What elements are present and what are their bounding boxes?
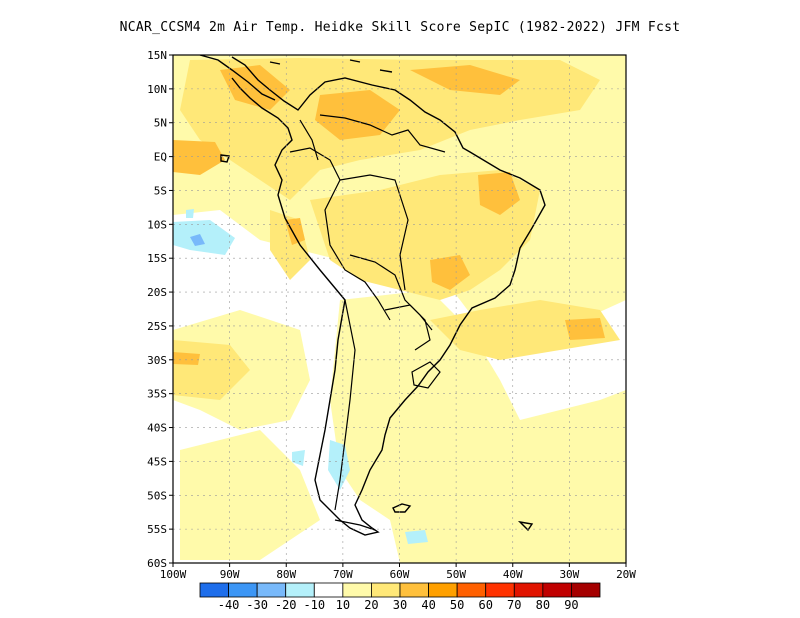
shade-neg-chile	[292, 450, 305, 466]
colorbar-swatch	[513, 582, 544, 598]
caribbean-islands	[269, 59, 393, 73]
colorbar-label: -20	[275, 598, 297, 612]
lat-tick-label: 30S	[147, 354, 167, 367]
colorbar-label: 10	[336, 598, 350, 612]
colorbar-label: 50	[450, 598, 464, 612]
colorbar-swatch	[371, 582, 401, 598]
lon-tick-label: 90W	[220, 568, 240, 581]
shade-10-20-east	[540, 190, 626, 270]
border-paraguay	[384, 304, 431, 351]
lat-tick-label: 55S	[147, 523, 167, 536]
border-uruguay	[411, 361, 441, 389]
gridlines	[173, 55, 626, 563]
shade-30-40-centralbrazil	[430, 255, 470, 290]
colorbar-swatch	[256, 582, 287, 598]
colorbar-swatch	[342, 582, 372, 598]
shade-neg-patagonia	[328, 440, 350, 490]
colorbar-label: 30	[393, 598, 407, 612]
map-title: NCAR_CCSM4 2m Air Temp. Heidke Skill Sco…	[119, 20, 681, 35]
border-andes	[289, 147, 391, 321]
colorbar-swatch	[485, 582, 515, 598]
lat-tick-label: 35S	[147, 388, 167, 401]
lon-tick-label: 30W	[559, 568, 579, 581]
lat-tick-label: 20S	[147, 286, 167, 299]
lat-tick-label: EQ	[154, 151, 167, 164]
lat-tick-label: 40S	[147, 422, 167, 435]
lat-tick-label: 15S	[147, 252, 167, 265]
colorbar-swatch	[399, 582, 429, 598]
colorbar-label: 90	[564, 598, 578, 612]
shade-neg-pacific	[173, 220, 235, 255]
border-argentina	[334, 299, 356, 511]
colorbar-swatch	[456, 582, 487, 598]
coastlines	[199, 55, 546, 536]
shade-30-40-nebrazil	[478, 172, 520, 215]
shade-30-40-venezuela	[315, 90, 400, 140]
lat-tick-label: 5N	[154, 117, 167, 130]
colorbar-swatch	[313, 582, 344, 598]
colorbar-label: 80	[536, 598, 550, 612]
shade-10-20-central	[330, 290, 626, 563]
lon-tick-label: 100W	[160, 568, 187, 581]
lat-tick-label: 10S	[147, 218, 167, 231]
lon-tick-label: 40W	[503, 568, 523, 581]
lat-tick-label: 50S	[147, 489, 167, 502]
lon-tick-label: 60W	[390, 568, 410, 581]
colorbar-label: -10	[303, 598, 325, 612]
colorbar: -40 -30 -20 -10 10 20 30 40 50 60 70 80 90	[199, 582, 601, 612]
colorbar-swatch	[285, 582, 315, 598]
colorbar-swatch	[228, 582, 258, 598]
colorbar-swatch	[199, 582, 229, 598]
colorbar-label: -40	[218, 598, 240, 612]
shade-neg-south	[405, 530, 428, 544]
falklands	[392, 503, 412, 513]
colorbar-swatch	[571, 582, 601, 598]
tierra-del-fuego	[334, 519, 376, 531]
colorbar-label: 60	[478, 598, 492, 612]
lat-tick-label: 25S	[147, 320, 167, 333]
lat-tick-label: 60S	[147, 557, 167, 570]
shade-30-40-guianas	[410, 65, 520, 95]
lon-tick-label: 20W	[616, 568, 636, 581]
colorbar-label: 70	[507, 598, 521, 612]
shade-neg-pacific-inner	[190, 234, 205, 246]
lon-tick-label: 50W	[446, 568, 466, 581]
border-venezuela	[319, 114, 446, 153]
shade-30-40-peru	[285, 218, 305, 245]
galapagos	[220, 154, 230, 163]
lon-tick-label: 70W	[333, 568, 353, 581]
central-america-outline	[199, 55, 276, 101]
shade-10-20-south	[180, 430, 320, 560]
border-colombia	[299, 119, 319, 161]
colorbar-label: 40	[421, 598, 435, 612]
shade-neg-small	[186, 209, 194, 218]
border-brazil-west	[339, 174, 409, 291]
shade-30-40-eq-pacific	[173, 140, 225, 175]
longitude-axis: 100W 90W 80W 70W 60W 50W 40W 30W 20W	[160, 563, 636, 581]
shade-30-40-pacific30s	[173, 352, 200, 365]
lat-tick-label: 45S	[147, 455, 167, 468]
lon-tick-label: 80W	[276, 568, 296, 581]
colorbar-label: -30	[246, 598, 268, 612]
shade-30-40-atlantic	[565, 318, 605, 340]
country-borders	[289, 114, 446, 511]
south-georgia	[517, 520, 534, 532]
colorbar-swatch	[428, 582, 458, 598]
lat-tick-label: 15N	[147, 49, 167, 62]
lat-tick-label: 10N	[147, 83, 167, 96]
latitude-axis: 15N 10N 5N EQ 5S 10S 15S 20S 25S 30S 35S 40S 45S 50S 5…	[147, 49, 173, 570]
colorbar-label: 20	[364, 598, 378, 612]
colorbar-swatch	[542, 582, 572, 598]
lat-tick-label: 5S	[154, 184, 167, 197]
south-america-outline	[231, 56, 546, 536]
shade-20-30-southeast	[430, 300, 620, 360]
